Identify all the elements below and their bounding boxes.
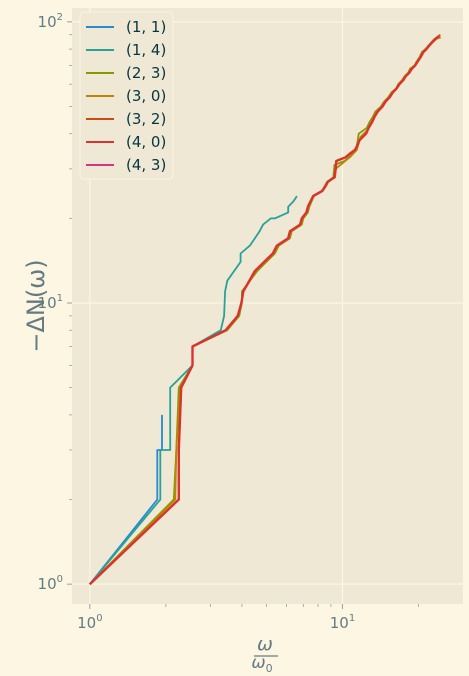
x-axis-label-denominator-base: ω [251, 653, 265, 673]
y-tick-label-base: 10 [38, 13, 57, 31]
legend-label-4: (3, 2) [126, 110, 166, 128]
legend-label-5: (4, 0) [126, 133, 166, 151]
y-tick-label-exp: 1 [57, 293, 63, 304]
y-tick-label: 100 [38, 574, 63, 593]
x-tick-label-base: 10 [330, 614, 349, 632]
legend-label-0: (1, 1) [126, 18, 166, 36]
y-tick-label: 102 [38, 12, 63, 31]
y-tick-label: 101 [38, 293, 63, 312]
x-axis-label-denominator: ω0 [251, 653, 272, 675]
x-axis-label-numerator: ω [257, 633, 273, 655]
x-tick-label-exp: 0 [96, 613, 102, 624]
x-tick-label-base: 10 [77, 614, 96, 632]
legend-box [79, 11, 174, 180]
series-line-0 [89, 414, 163, 585]
legend-label-2: (2, 3) [126, 64, 166, 82]
y-tick-label-exp: 0 [57, 574, 63, 585]
legend-label-1: (1, 4) [126, 41, 166, 59]
legend-label-6: (4, 3) [126, 156, 166, 174]
x-axis-label-denominator-sub: 0 [266, 662, 273, 675]
legend: (1, 1) (1, 4) (2, 3) (3, 0) (3, 2) (4, 0) (4, … [79, 11, 174, 180]
series-layer [88, 34, 442, 586]
series-line-5 [88, 35, 440, 586]
y-tick-label-base: 10 [38, 575, 57, 593]
y-axis-label: −ΔN(ω) [22, 259, 50, 352]
x-tick-label: 100 [77, 613, 102, 632]
legend-label-3: (3, 0) [126, 87, 166, 105]
series-line-1 [89, 195, 298, 585]
x-tick-label: 101 [330, 613, 355, 632]
y-tick-label-base: 10 [38, 294, 57, 312]
x-tick-label-exp: 1 [349, 613, 355, 624]
x-axis-label: ω ω0 [251, 633, 278, 675]
y-tick-label-exp: 2 [57, 12, 63, 23]
